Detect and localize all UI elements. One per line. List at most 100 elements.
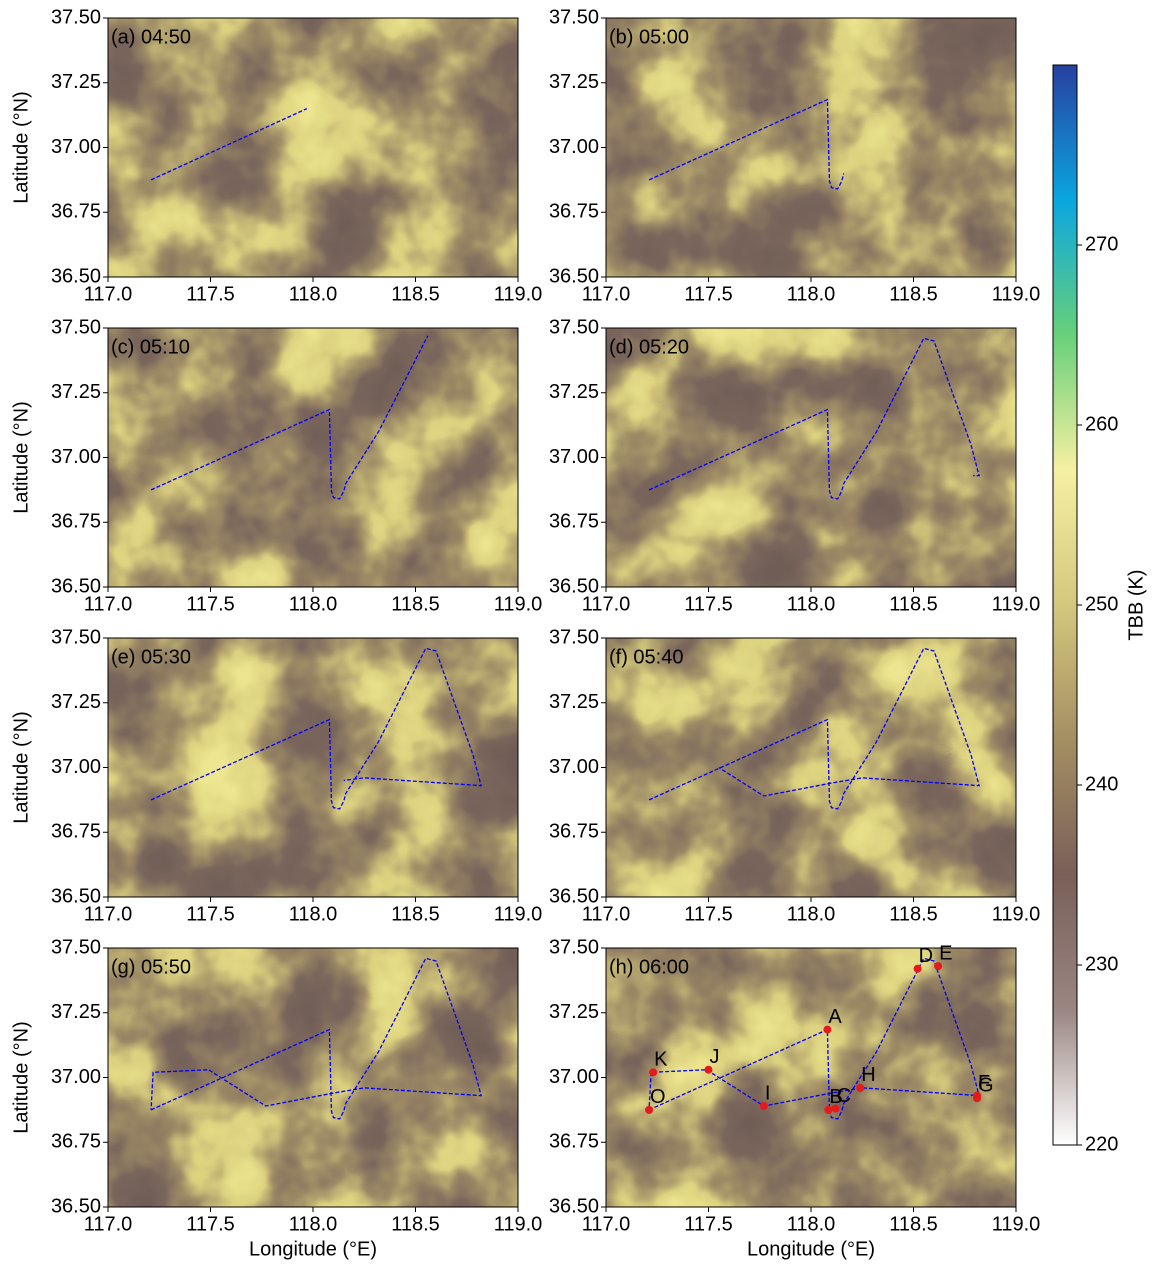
- waypoint-label: K: [654, 1049, 668, 1071]
- y-tick-label: 36.50: [549, 575, 599, 597]
- x-tick-label: 117.5: [186, 593, 235, 615]
- y-tick-label: 37.50: [549, 626, 599, 648]
- waypoint: [934, 962, 943, 971]
- y-tick-label: 36.75: [51, 511, 101, 533]
- y-tick-label: 36.75: [51, 201, 101, 223]
- colorbar-tick-label: 250: [1085, 593, 1118, 615]
- x-tick-label: 118.5: [391, 593, 440, 615]
- y-tick-label: 37.25: [51, 381, 101, 403]
- x-tick-label: 118.5: [391, 1213, 440, 1235]
- y-tick-label: 36.75: [549, 821, 599, 843]
- y-tick-label: 37.50: [51, 316, 101, 338]
- y-tick-label: 36.50: [51, 885, 101, 907]
- waypoint: [824, 1105, 833, 1114]
- waypoint-label: A: [828, 1006, 842, 1028]
- x-tick-label: 118.5: [391, 903, 440, 925]
- panel-title: (c) 05:10: [111, 336, 190, 358]
- waypoint: [759, 1101, 768, 1110]
- waypoint: [645, 1105, 654, 1114]
- x-tick-label: 118.5: [391, 283, 440, 305]
- waypoint-label: C: [837, 1085, 851, 1107]
- waypoint-label: F: [978, 1072, 990, 1094]
- y-tick-label: 37.00: [549, 756, 599, 778]
- y-tick-label: 37.00: [51, 446, 101, 468]
- y-tick-label: 37.00: [51, 136, 101, 158]
- y-tick-label: 36.50: [51, 575, 101, 597]
- x-tick-label: 117.5: [186, 903, 235, 925]
- tbb-image: [606, 18, 1016, 277]
- x-tick-label: 117.0: [84, 593, 133, 615]
- y-tick-label: 36.75: [51, 1131, 101, 1153]
- x-tick-label: 117.0: [582, 903, 631, 925]
- waypoint-label: G: [978, 1075, 994, 1097]
- x-tick-label: 119.0: [992, 283, 1041, 305]
- y-tick-label: 37.00: [549, 136, 599, 158]
- y-tick-label: 37.25: [549, 381, 599, 403]
- y-tick-label: 36.75: [549, 1131, 599, 1153]
- y-tick-label: 37.50: [51, 936, 101, 958]
- x-tick-label: 118.0: [787, 903, 836, 925]
- waypoint: [704, 1065, 713, 1074]
- colorbar: [1052, 64, 1078, 1146]
- waypoint-label: J: [710, 1046, 720, 1068]
- y-tick-label: 37.50: [51, 626, 101, 648]
- x-tick-label: 118.0: [289, 1213, 338, 1235]
- x-tick-label: 117.5: [186, 283, 235, 305]
- y-tick-label: 36.50: [51, 1195, 101, 1217]
- y-axis-label: Latitude (°N): [10, 91, 32, 204]
- tbb-image: [606, 328, 1016, 587]
- x-axis-label: Longitude (°E): [747, 1238, 875, 1260]
- x-tick-label: 118.0: [787, 283, 836, 305]
- x-tick-label: 117.0: [582, 593, 631, 615]
- waypoint-label: E: [939, 942, 952, 964]
- tbb-image: [108, 18, 518, 277]
- colorbar-tick-label: 230: [1085, 953, 1118, 975]
- tbb-image: [606, 638, 1016, 897]
- flight-track: [150, 647, 482, 810]
- y-tick-label: 37.00: [549, 1066, 599, 1088]
- x-tick-label: 119.0: [494, 1213, 543, 1235]
- y-axis-label: Latitude (°N): [10, 401, 32, 514]
- x-tick-label: 118.5: [889, 283, 938, 305]
- x-tick-label: 117.5: [684, 1213, 733, 1235]
- y-tick-label: 37.50: [549, 936, 599, 958]
- tbb-image: [108, 638, 518, 897]
- y-tick-label: 37.50: [549, 6, 599, 28]
- y-tick-label: 36.50: [51, 265, 101, 287]
- flight-track: [648, 647, 980, 810]
- flight-track: [648, 957, 980, 1120]
- waypoint: [649, 1068, 658, 1077]
- tbb-image: [108, 948, 518, 1207]
- waypoint: [823, 1025, 832, 1034]
- flight-track: [648, 337, 980, 500]
- x-tick-label: 117.0: [84, 903, 133, 925]
- x-tick-label: 118.0: [787, 1213, 836, 1235]
- waypoint: [913, 964, 922, 973]
- x-tick-label: 117.0: [582, 1213, 631, 1235]
- colorbar-label: TBB (K): [1125, 569, 1147, 640]
- x-tick-label: 118.5: [889, 593, 938, 615]
- x-tick-label: 117.5: [186, 1213, 235, 1235]
- x-tick-label: 119.0: [494, 283, 543, 305]
- x-tick-label: 118.0: [289, 593, 338, 615]
- x-tick-label: 118.5: [889, 1213, 938, 1235]
- y-axis-label: Latitude (°N): [10, 1021, 32, 1134]
- panel-title: (b) 05:00: [609, 26, 689, 48]
- tbb-image: [108, 328, 518, 587]
- tbb-image: [606, 948, 1016, 1207]
- x-axis-label: Longitude (°E): [249, 1238, 377, 1260]
- y-tick-label: 37.00: [51, 1066, 101, 1088]
- x-tick-label: 117.5: [684, 593, 733, 615]
- waypoint: [831, 1104, 840, 1113]
- flight-track: [150, 108, 308, 181]
- flight-track: [150, 335, 429, 500]
- panel-title: (g) 05:50: [111, 956, 191, 978]
- x-tick-label: 118.0: [289, 283, 338, 305]
- waypoint: [856, 1083, 865, 1092]
- y-tick-label: 36.50: [549, 265, 599, 287]
- x-tick-label: 119.0: [992, 903, 1041, 925]
- y-tick-label: 37.25: [549, 71, 599, 93]
- flight-track: [150, 957, 482, 1120]
- y-tick-label: 37.50: [549, 316, 599, 338]
- y-axis-label: Latitude (°N): [10, 711, 32, 824]
